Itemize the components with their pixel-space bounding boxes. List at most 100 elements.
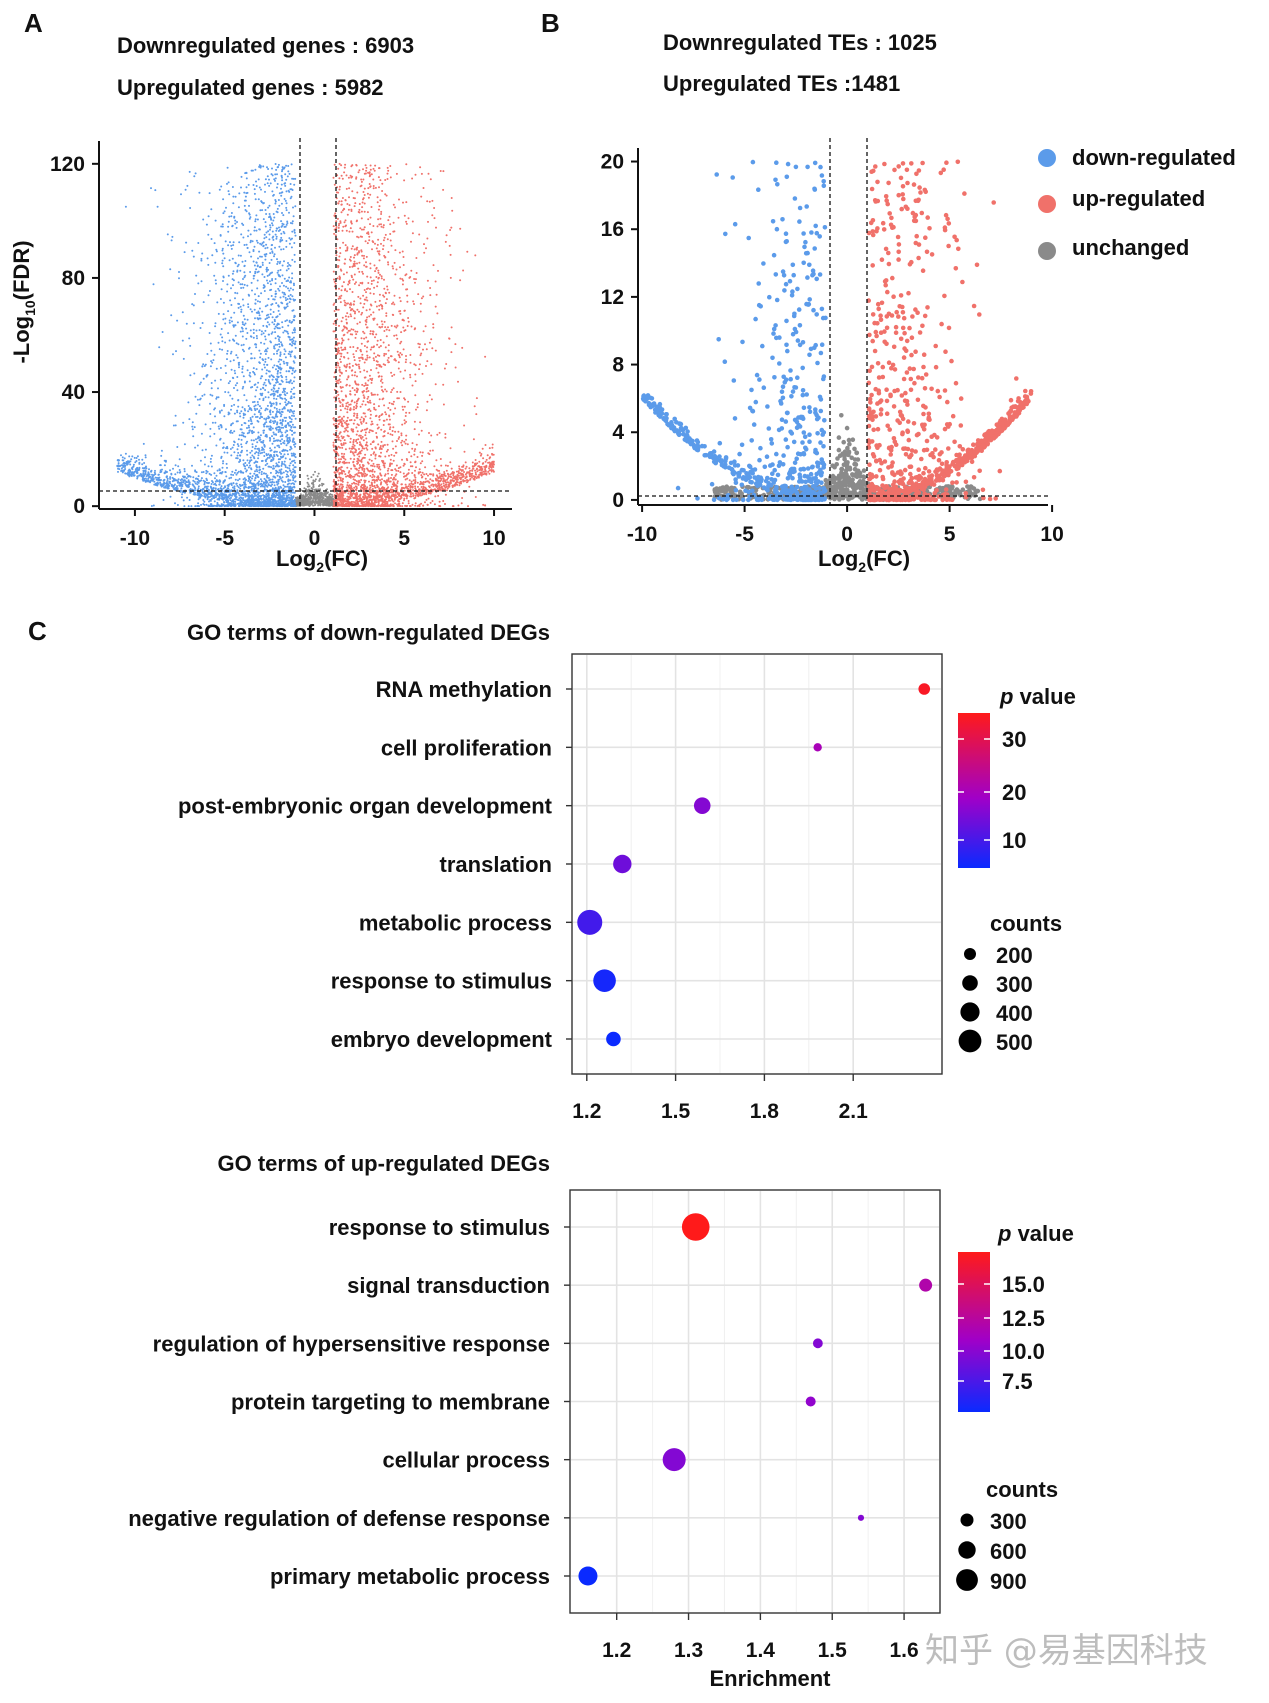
point-down xyxy=(254,293,256,296)
point-down xyxy=(281,222,284,225)
point-down xyxy=(267,379,270,381)
point-down xyxy=(221,247,224,250)
point-down xyxy=(183,251,186,254)
point-up xyxy=(347,492,350,495)
point-down xyxy=(220,328,223,330)
point-down xyxy=(294,346,297,349)
point-down xyxy=(281,176,283,179)
point-down xyxy=(279,485,282,488)
point-down xyxy=(260,341,262,344)
point-down xyxy=(260,255,263,258)
point-down xyxy=(276,439,279,442)
point-down xyxy=(234,469,237,472)
point-down xyxy=(283,442,286,445)
point-down xyxy=(194,446,197,449)
point-down xyxy=(228,321,231,324)
point-down xyxy=(286,265,289,268)
point-up xyxy=(377,405,380,408)
point-down xyxy=(278,492,281,495)
point-down xyxy=(253,323,255,326)
point-down xyxy=(244,422,247,425)
point-down xyxy=(243,191,246,194)
point-down xyxy=(212,359,215,362)
point-down xyxy=(144,473,147,476)
point-down xyxy=(274,199,277,201)
point-up xyxy=(391,265,394,268)
point-down xyxy=(135,457,138,459)
point-down xyxy=(248,477,250,480)
point-down xyxy=(294,417,297,420)
point-down xyxy=(281,179,284,182)
point-unchanged xyxy=(318,485,320,488)
point-down xyxy=(277,305,280,308)
point-down xyxy=(223,403,226,406)
point-down xyxy=(135,460,138,462)
point-down xyxy=(290,482,293,485)
point-up xyxy=(474,459,477,461)
point-down xyxy=(185,322,188,325)
point-down xyxy=(269,449,272,452)
point-up xyxy=(400,331,403,334)
point-up xyxy=(369,332,372,335)
point-down xyxy=(255,438,257,441)
point-down xyxy=(120,470,123,472)
point-down xyxy=(240,424,243,426)
point-down xyxy=(291,372,294,375)
point-down xyxy=(269,413,272,416)
point-down xyxy=(250,169,253,172)
point-down xyxy=(272,298,275,301)
point-unchanged xyxy=(311,502,314,504)
point-down xyxy=(149,475,152,478)
point-down xyxy=(282,426,285,429)
point-down xyxy=(227,310,230,313)
point-down xyxy=(248,462,251,464)
point-down xyxy=(270,388,273,391)
point-down xyxy=(275,450,278,453)
point-down xyxy=(219,333,222,336)
point-down xyxy=(269,272,272,275)
point-up xyxy=(370,346,373,349)
point-down xyxy=(242,375,245,378)
point-unchanged xyxy=(312,499,314,501)
point-down xyxy=(216,501,219,504)
point-down xyxy=(266,363,269,366)
volcano-genes-points xyxy=(116,162,495,508)
point-down xyxy=(286,466,289,469)
point-down xyxy=(210,208,213,211)
point-down xyxy=(269,411,272,414)
point-down xyxy=(285,178,288,181)
point-down xyxy=(214,421,217,424)
point-down xyxy=(235,354,238,357)
point-up xyxy=(397,367,400,370)
point-up xyxy=(369,413,372,416)
point-down xyxy=(283,416,286,419)
point-down xyxy=(150,478,153,481)
point-down xyxy=(272,238,275,241)
point-down xyxy=(244,492,247,495)
point-down xyxy=(277,199,280,201)
point-down xyxy=(183,491,186,494)
point-down xyxy=(258,307,261,310)
point-down xyxy=(263,488,266,491)
point-down xyxy=(205,503,208,506)
point-down xyxy=(268,420,271,423)
point-down xyxy=(241,367,244,370)
point-down xyxy=(278,340,281,342)
point-up xyxy=(349,306,351,309)
point-unchanged xyxy=(306,481,309,484)
point-down xyxy=(274,233,277,236)
point-down xyxy=(277,287,280,290)
point-down xyxy=(230,482,233,485)
point-down xyxy=(271,236,274,239)
point-down xyxy=(181,311,184,314)
point-down xyxy=(172,467,174,470)
point-down xyxy=(251,240,254,243)
point-down xyxy=(236,376,239,378)
point-up xyxy=(389,433,392,436)
point-down xyxy=(234,478,237,481)
point-down xyxy=(255,185,258,187)
point-down xyxy=(177,481,180,484)
point-down xyxy=(247,480,250,482)
point-down xyxy=(214,219,217,222)
point-down xyxy=(256,271,259,274)
